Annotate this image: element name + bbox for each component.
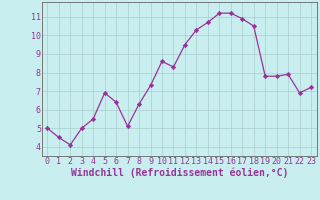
X-axis label: Windchill (Refroidissement éolien,°C): Windchill (Refroidissement éolien,°C)	[70, 167, 288, 178]
